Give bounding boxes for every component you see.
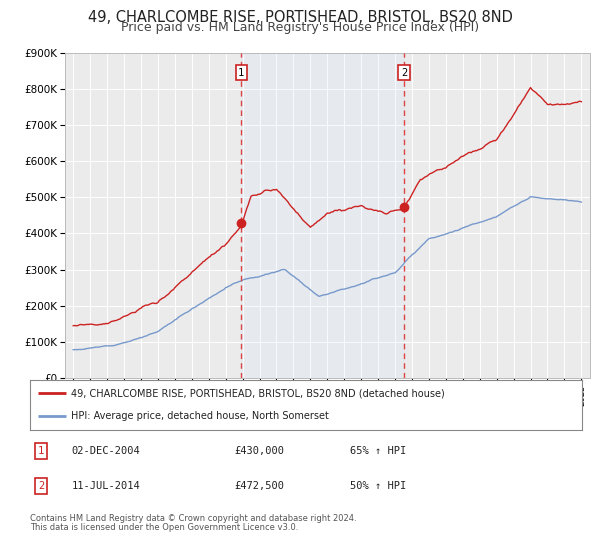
Text: 1: 1 xyxy=(38,446,44,456)
Bar xyxy=(241,53,404,378)
Text: 65% ↑ HPI: 65% ↑ HPI xyxy=(350,446,406,456)
Text: 11-JUL-2014: 11-JUL-2014 xyxy=(71,481,140,491)
Text: This data is licensed under the Open Government Licence v3.0.: This data is licensed under the Open Gov… xyxy=(30,523,298,532)
Text: Price paid vs. HM Land Registry's House Price Index (HPI): Price paid vs. HM Land Registry's House … xyxy=(121,21,479,34)
Text: £430,000: £430,000 xyxy=(234,446,284,456)
Text: 2: 2 xyxy=(401,68,407,77)
Text: HPI: Average price, detached house, North Somerset: HPI: Average price, detached house, Nort… xyxy=(71,412,329,422)
Text: £472,500: £472,500 xyxy=(234,481,284,491)
Text: 49, CHARLCOMBE RISE, PORTISHEAD, BRISTOL, BS20 8ND (detached house): 49, CHARLCOMBE RISE, PORTISHEAD, BRISTOL… xyxy=(71,388,445,398)
Text: 50% ↑ HPI: 50% ↑ HPI xyxy=(350,481,406,491)
Text: Contains HM Land Registry data © Crown copyright and database right 2024.: Contains HM Land Registry data © Crown c… xyxy=(30,514,356,523)
Text: 2: 2 xyxy=(38,481,44,491)
Text: 02-DEC-2004: 02-DEC-2004 xyxy=(71,446,140,456)
Text: 1: 1 xyxy=(238,68,244,77)
Text: 49, CHARLCOMBE RISE, PORTISHEAD, BRISTOL, BS20 8ND: 49, CHARLCOMBE RISE, PORTISHEAD, BRISTOL… xyxy=(88,10,512,25)
